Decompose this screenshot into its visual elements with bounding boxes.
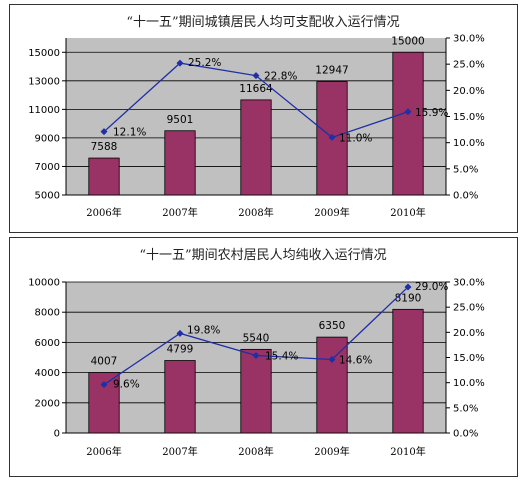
y2-tick-label: 20.0% xyxy=(453,328,485,339)
bar xyxy=(164,360,196,434)
bar-value-label: 4799 xyxy=(167,344,194,356)
growth-rate-label: 9.6% xyxy=(113,379,140,391)
y2-tick-label: 30.0% xyxy=(453,34,485,45)
growth-rate-marker xyxy=(176,329,184,337)
growth-rate-label: 15.9% xyxy=(415,107,448,119)
y-tick-label: 2000 xyxy=(35,398,60,409)
x-tick-label: 2006年 xyxy=(86,445,121,458)
y2-tick-label: 0.0% xyxy=(453,191,478,202)
bar xyxy=(240,99,272,196)
x-tick-label: 2006年 xyxy=(86,206,121,219)
y2-tick-label: 30.0% xyxy=(453,278,485,289)
y-tick-label: 0 xyxy=(54,429,60,440)
growth-rate-marker xyxy=(404,283,412,291)
bar-value-label: 4007 xyxy=(91,355,118,367)
y-tick-label: 4000 xyxy=(35,368,60,379)
y2-tick-label: 25.0% xyxy=(453,60,485,71)
x-tick-label: 2010年 xyxy=(390,206,425,219)
growth-rate-label: 14.6% xyxy=(339,355,372,367)
y2-tick-label: 10.0% xyxy=(453,378,485,389)
bar-value-label: 9501 xyxy=(167,114,194,126)
chart-title: “十一五”期间农村居民人均纯收入运行情况 xyxy=(139,248,386,263)
x-tick-label: 2009年 xyxy=(314,445,349,458)
bar xyxy=(316,336,348,434)
bar-value-label: 8190 xyxy=(395,292,422,304)
y-tick-label: 7000 xyxy=(35,162,60,173)
growth-rate-label: 11.0% xyxy=(339,132,372,144)
y2-tick-label: 10.0% xyxy=(453,138,485,149)
rural-income-chart: “十一五”期间农村居民人均纯收入运行情况 10000 8000 6000 4000 200… xyxy=(28,248,485,458)
y2-tick-label: 15.0% xyxy=(453,112,485,123)
bar xyxy=(392,308,424,434)
growth-rate-label: 29.0% xyxy=(415,281,448,293)
y-tick-label: 5000 xyxy=(35,191,60,202)
y-tick-label: 9000 xyxy=(35,133,60,144)
x-tick-label: 2010年 xyxy=(390,445,425,458)
bar xyxy=(164,130,196,196)
growth-rate-label: 19.8% xyxy=(187,324,220,336)
y-tick-label: 11000 xyxy=(28,105,60,116)
bar-value-label: 5540 xyxy=(243,332,270,344)
rural-income-chart-panel: “十一五”期间农村居民人均纯收入运行情况 10000 8000 6000 4000 200… xyxy=(9,237,518,477)
y-tick-label: 10000 xyxy=(28,278,60,289)
y-tick-label: 13000 xyxy=(28,76,60,87)
growth-rate-label: 15.4% xyxy=(265,350,298,362)
y-tick-label: 8000 xyxy=(35,308,60,319)
chart-title: “十一五”期间城镇居民人均可支配收入运行情况 xyxy=(126,15,399,30)
y2-tick-label: 25.0% xyxy=(453,303,485,314)
growth-rate-marker xyxy=(176,59,184,67)
growth-rate-marker xyxy=(100,128,108,136)
growth-rate-marker xyxy=(252,351,260,359)
bar-value-label: 12947 xyxy=(315,65,348,77)
urban-income-chart-panel: “十一五”期间城镇居民人均可支配收入运行情况 15000 13000 11000 900… xyxy=(9,4,518,233)
x-tick-label: 2008年 xyxy=(238,206,273,219)
growth-rate-marker xyxy=(328,356,336,364)
x-tick-label: 2009年 xyxy=(314,206,349,219)
bar-value-label: 15000 xyxy=(391,35,424,47)
growth-rate-label: 22.8% xyxy=(264,71,297,83)
y2-tick-label: 15.0% xyxy=(453,353,485,364)
bar-value-label: 7588 xyxy=(91,141,118,153)
y2-tick-label: 20.0% xyxy=(453,86,485,97)
y2-tick-label: 5.0% xyxy=(453,403,478,414)
urban-income-chart: “十一五”期间城镇居民人均可支配收入运行情况 15000 13000 11000 900… xyxy=(28,15,485,219)
bar xyxy=(392,51,424,196)
growth-rate-label: 12.1% xyxy=(113,127,146,139)
y2-tick-label: 5.0% xyxy=(453,164,478,175)
growth-rate-label: 25.2% xyxy=(188,57,221,69)
growth-rate-marker xyxy=(252,72,260,80)
bar-value-label: 11664 xyxy=(239,83,273,95)
growth-rate-marker xyxy=(100,381,108,389)
bar-value-label: 6350 xyxy=(319,320,346,332)
x-tick-label: 2007年 xyxy=(162,445,197,458)
x-tick-label: 2008年 xyxy=(238,445,273,458)
growth-rate-marker xyxy=(328,133,336,141)
bar xyxy=(240,348,272,434)
x-tick-label: 2007年 xyxy=(162,206,197,219)
y-tick-label: 15000 xyxy=(28,48,60,59)
growth-rate-marker xyxy=(404,108,412,116)
bar xyxy=(88,157,120,196)
y2-tick-label: 0.0% xyxy=(453,429,478,440)
y-tick-label: 6000 xyxy=(35,338,60,349)
